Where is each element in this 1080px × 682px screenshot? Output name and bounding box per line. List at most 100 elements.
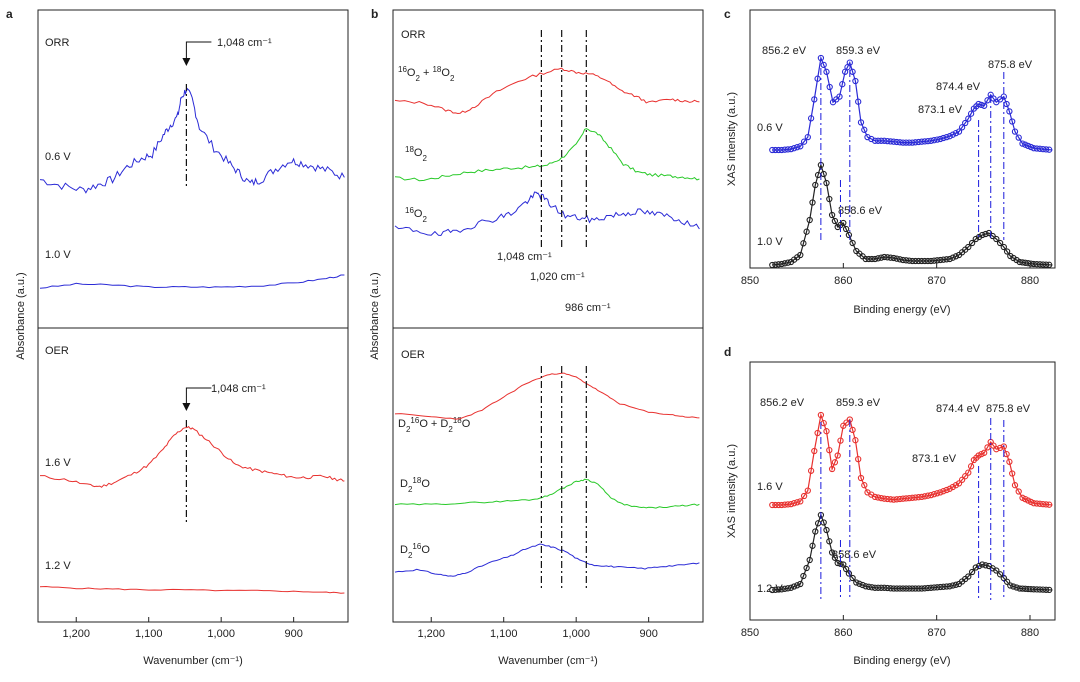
data-point xyxy=(1039,586,1047,593)
series-D2-18O xyxy=(394,478,700,509)
data-point xyxy=(909,494,916,501)
data-point xyxy=(812,181,819,189)
x-tick-label: 1,000 xyxy=(207,628,235,640)
data-point xyxy=(996,239,1004,247)
data-point xyxy=(807,467,815,474)
data-point xyxy=(834,452,841,459)
data-point xyxy=(978,101,985,109)
panel-d-peak-8593: 859.3 eV xyxy=(836,397,881,409)
data-point xyxy=(967,463,975,470)
data-point xyxy=(1006,108,1013,115)
panel-d-xlabel: Binding energy (eV) xyxy=(853,655,950,667)
data-point xyxy=(1033,500,1040,507)
data-point xyxy=(1033,586,1040,593)
data-point xyxy=(878,584,885,591)
data-point xyxy=(887,496,894,503)
data-point xyxy=(902,257,910,264)
data-point xyxy=(899,139,907,146)
data-point xyxy=(915,257,922,265)
x-tick-label: 850 xyxy=(741,627,759,639)
panel-b-mark-label-986: 986 cm⁻¹ xyxy=(565,302,611,314)
x-tick-label: 880 xyxy=(1021,275,1039,287)
panel-b-label-d216o: D216O xyxy=(400,542,430,560)
panel-b-mark-label-1020: 1,020 cm⁻¹ xyxy=(530,271,585,283)
data-point xyxy=(853,579,860,586)
data-point xyxy=(1003,248,1011,255)
data-point xyxy=(834,559,841,567)
data-point xyxy=(807,115,815,122)
panel-d-peak-8731: 873.1 eV xyxy=(912,453,957,465)
data-point xyxy=(1007,582,1014,589)
data-point xyxy=(946,255,953,263)
data-point xyxy=(861,126,868,133)
data-point xyxy=(1030,260,1037,268)
data-point xyxy=(862,583,869,590)
panel-b-label-16o2-18o2: 16O2 + 18O2 xyxy=(398,65,455,83)
data-point xyxy=(857,119,865,126)
data-point xyxy=(982,230,989,238)
data-point xyxy=(1039,261,1047,268)
data-point xyxy=(924,492,932,499)
panel-d-peak-8744: 874.4 eV xyxy=(936,403,981,415)
data-point xyxy=(1011,128,1019,135)
panel-c-peak-8731: 873.1 eV xyxy=(918,104,963,116)
data-point xyxy=(884,495,891,503)
data-point xyxy=(949,254,956,261)
data-point xyxy=(934,584,941,591)
oer-arrowhead xyxy=(182,403,191,411)
panel-c-ylabel: XAS intensity (a.u.) xyxy=(726,92,738,186)
data-point xyxy=(1000,243,1007,251)
data-point xyxy=(828,465,836,473)
panel-b-ticks: 1,200 1,100 1,000 900 xyxy=(417,617,658,640)
data-point xyxy=(803,228,810,235)
data-point xyxy=(1036,500,1044,507)
data-point xyxy=(930,584,938,591)
data-point xyxy=(930,137,938,144)
data-point xyxy=(874,255,882,262)
data-point xyxy=(1006,458,1013,465)
panel-c-letter: c xyxy=(724,7,731,21)
data-point xyxy=(909,585,916,592)
orr-arrowhead xyxy=(182,58,191,66)
data-point xyxy=(996,444,1004,452)
panel-c-xlabel: Binding energy (eV) xyxy=(853,304,950,316)
x-tick-label: 870 xyxy=(927,275,945,287)
panel-a-ticks: 1,200 1,100 1,000 900 xyxy=(62,617,303,640)
data-point xyxy=(849,574,856,582)
data-point xyxy=(809,542,816,549)
data-point xyxy=(962,473,969,480)
data-point xyxy=(862,255,869,263)
data-point xyxy=(975,562,983,570)
panel-a-label-16v: 1.6 V xyxy=(45,457,71,469)
data-point xyxy=(940,583,947,590)
data-point xyxy=(784,585,792,592)
data-point xyxy=(943,583,950,590)
data-point xyxy=(952,253,960,260)
data-point xyxy=(985,229,993,237)
data-point xyxy=(921,493,928,500)
data-point xyxy=(924,257,932,265)
series-D2-16O-18O xyxy=(394,372,700,420)
data-point xyxy=(884,254,891,261)
data-point xyxy=(878,254,885,261)
data-point xyxy=(896,495,904,503)
panel-c-plot xyxy=(769,54,1053,269)
data-point xyxy=(831,217,839,225)
data-point xyxy=(784,501,792,508)
data-point xyxy=(912,585,919,592)
data-point xyxy=(984,444,991,451)
data-point xyxy=(772,146,779,154)
series-0.6V xyxy=(39,87,345,194)
data-point xyxy=(772,501,779,509)
data-point xyxy=(915,138,922,146)
panel-a-label-12v: 1.2 V xyxy=(45,560,71,572)
data-point xyxy=(809,199,816,206)
data-point xyxy=(881,137,888,144)
data-point xyxy=(968,239,976,247)
data-point xyxy=(884,584,891,592)
data-point xyxy=(943,133,950,141)
panel-a-label-06v: 0.6 V xyxy=(45,151,71,163)
data-point xyxy=(839,81,846,88)
data-point xyxy=(896,585,904,592)
data-point xyxy=(775,146,782,154)
